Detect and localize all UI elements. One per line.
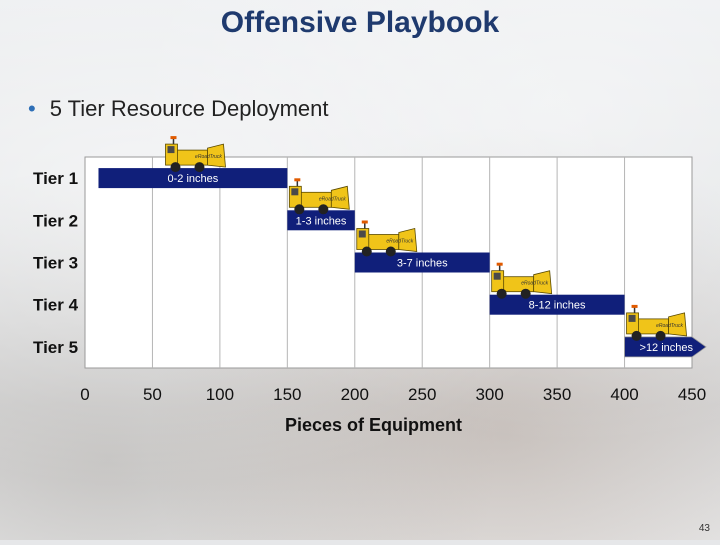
page-number: 43 bbox=[698, 523, 710, 534]
truck-beacon bbox=[170, 136, 177, 140]
x-tick-label: 150 bbox=[273, 385, 301, 404]
truck-window bbox=[167, 146, 175, 154]
truck-brand-label: eRoadTruck bbox=[195, 154, 222, 160]
y-category-label: Tier 1 bbox=[33, 169, 78, 188]
x-tick-label: 350 bbox=[543, 385, 571, 404]
tier-bar bbox=[354, 252, 490, 273]
y-category-label: Tier 3 bbox=[33, 254, 78, 273]
truck-plow-blade bbox=[330, 185, 350, 210]
x-tick-label: 450 bbox=[678, 385, 706, 404]
tier-bar-label: 1-3 inches bbox=[296, 215, 347, 227]
x-tick-label: 200 bbox=[341, 385, 369, 404]
x-tick-label: 50 bbox=[143, 385, 162, 404]
truck-window bbox=[628, 314, 636, 322]
truck-wheel-rear bbox=[318, 204, 329, 215]
snowplow-truck-icon: eRoadTruck bbox=[165, 136, 226, 173]
truck-window bbox=[493, 272, 501, 280]
truck-window bbox=[358, 230, 366, 238]
bullet-dot-icon: • bbox=[28, 96, 36, 121]
tier-bar bbox=[489, 294, 625, 315]
tier-bar bbox=[98, 168, 288, 189]
snowplow-truck-icon: eRoadTruck bbox=[491, 262, 553, 299]
snowplow-truck-icon: eRoadTruck bbox=[356, 220, 418, 257]
truck-wheel-front bbox=[361, 246, 372, 257]
truck-beacon bbox=[361, 220, 368, 224]
x-tick-label: 300 bbox=[475, 385, 503, 404]
tier-bar-label: 0-2 inches bbox=[168, 173, 219, 185]
truck-beacon bbox=[496, 262, 503, 266]
tier-bar-label: 8-12 inches bbox=[529, 300, 586, 312]
y-category-label: Tier 5 bbox=[33, 338, 78, 357]
truck-plow-blade bbox=[668, 312, 687, 337]
truck-wheel-rear bbox=[385, 246, 396, 257]
x-tick-label: 100 bbox=[206, 385, 234, 404]
truck-wheel-front bbox=[496, 288, 507, 299]
truck-wheel-front bbox=[631, 330, 642, 341]
y-category-label: Tier 4 bbox=[33, 296, 79, 315]
tier-bar-label: >12 inches bbox=[640, 342, 694, 354]
x-tick-label: 400 bbox=[610, 385, 638, 404]
truck-wheel-rear bbox=[520, 288, 531, 299]
bullet-item: • 5 Tier Resource Deployment bbox=[28, 96, 329, 122]
truck-brand-label: eRoadTruck bbox=[386, 239, 413, 245]
truck-wheel-front bbox=[170, 162, 181, 173]
truck-brand-label: eRoadTruck bbox=[319, 196, 346, 202]
tier-bar-arrow bbox=[624, 336, 707, 358]
tier-bar-label: 3-7 inches bbox=[397, 258, 448, 270]
x-axis-title: Pieces of Equipment bbox=[285, 415, 462, 435]
truck-plow-blade bbox=[207, 143, 226, 168]
y-category-label: Tier 2 bbox=[33, 211, 78, 230]
truck-beacon bbox=[631, 304, 638, 308]
x-tick-label: 250 bbox=[408, 385, 436, 404]
truck-plow-blade bbox=[533, 270, 553, 295]
truck-brand-label: eRoadTruck bbox=[521, 281, 548, 287]
truck-brand-label: eRoadTruck bbox=[656, 323, 683, 329]
snowplow-truck-icon: eRoadTruck bbox=[626, 304, 687, 341]
truck-beacon bbox=[294, 178, 301, 182]
truck-wheel-rear bbox=[194, 162, 205, 173]
truck-wheel-front bbox=[294, 204, 305, 215]
truck-wheel-rear bbox=[655, 330, 666, 341]
tier-bar bbox=[287, 210, 355, 231]
snowplow-truck-icon: eRoadTruck bbox=[288, 178, 350, 215]
x-tick-label: 0 bbox=[80, 385, 89, 404]
truck-window bbox=[291, 188, 299, 196]
slide-title: Offensive Playbook bbox=[220, 6, 500, 39]
bullet-text: 5 Tier Resource Deployment bbox=[49, 96, 329, 121]
truck-plow-blade bbox=[398, 227, 418, 252]
